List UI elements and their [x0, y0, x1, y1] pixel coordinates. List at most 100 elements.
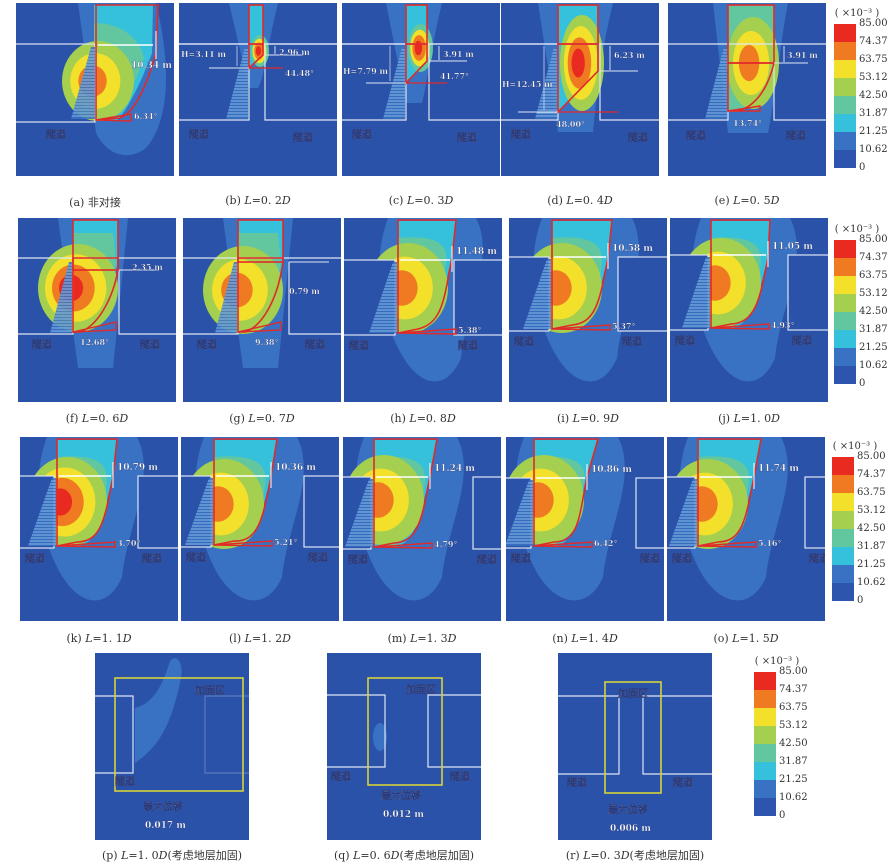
legend-tick: 42.50: [859, 90, 888, 101]
displacement-plume: [373, 723, 387, 751]
tunnel-left-label: 隧道: [672, 552, 692, 565]
legend-swatch: [754, 780, 776, 798]
panel-n: 10.86 m 6.42° 隧道 隧道: [506, 437, 664, 621]
angle-label: 44.48°: [285, 68, 314, 78]
angle-marker: [710, 323, 770, 330]
reinforcement-zone: [367, 677, 443, 786]
angle-label: 6.34°: [134, 111, 157, 121]
offset-label: 2.35 m: [132, 262, 163, 272]
right-tunnel: [773, 44, 826, 121]
reinforcement-zone-label: 加固区: [617, 687, 648, 700]
legend-tick: 74.37: [859, 36, 888, 47]
panel-k: 10.79 m 3.70° 隧道 隧道: [20, 437, 178, 621]
legend-swatch: [754, 762, 776, 780]
tunnel-right-label: 隧道: [457, 131, 477, 144]
legend-swatch: [834, 240, 856, 258]
caption-g: (g) L=0. 7D: [229, 412, 295, 425]
panel-p: 加固区 隧道 最大位移 0.017 m: [95, 653, 249, 840]
reinforcement-zone: [114, 677, 244, 792]
offset-label: 3.91 m: [787, 50, 818, 60]
legend-swatch: [832, 583, 854, 601]
caption-o: (o) L=1. 5D: [713, 632, 779, 645]
caption-r: (r) L=0. 3D(考虑地层加固): [565, 849, 705, 862]
right-tunnel: [118, 270, 176, 335]
legend-swatch: [754, 726, 776, 744]
right-tunnel: [453, 259, 502, 336]
left-tunnel: [95, 695, 134, 774]
panel-q: 加固区 隧道 隧道 最大位移 0.012 m: [327, 653, 481, 840]
tunnel-right-label: 隧道: [640, 552, 660, 565]
width-label: 11.48 m: [456, 247, 497, 257]
legend-swatch: [834, 258, 856, 276]
failure-outline: [557, 43, 599, 114]
legend-tick: 10.62: [859, 360, 888, 371]
legend-tick: 53.12: [859, 288, 888, 299]
legend-swatch: [834, 276, 856, 294]
right-tunnel: [137, 475, 178, 549]
panel-h: 11.48 m 5.38° 隧道 隧道: [344, 218, 502, 402]
tunnel-left-label: 隧道: [331, 770, 351, 783]
right-tunnel: [804, 476, 825, 549]
panel-j: 11.05 m 4.93° 隧道 隧道: [670, 218, 828, 402]
tunnel-right-label: 隧道: [622, 335, 642, 348]
tunnel-left-label: 隧道: [189, 128, 209, 141]
tunnel-right-label: 隧道: [792, 334, 812, 347]
panel-b: H=3.11 m 2.96 m 44.48° 隧道 隧道: [179, 3, 337, 176]
legend-ticks: 85.00 74.37 63.75 53.12 42.50 31.87 21.25 10.62…: [859, 235, 888, 397]
legend-unit: ( ×10⁻³ ): [754, 656, 800, 667]
legend-swatch: [832, 457, 854, 475]
legend-ticks: 85.00 74.37 63.75 53.12 42.50 31.87 21.25 10.62…: [859, 19, 888, 181]
color-legend-1: ( ×10⁻³ ) 85.00 74.37 63.75 53.12 42.50 31.87 2…: [832, 8, 888, 173]
legend-tick: 10.62: [779, 792, 808, 803]
tunnel-left-label: 隧道: [514, 335, 534, 348]
caption-m: (m) L=1. 3D: [387, 632, 457, 645]
legend-tick: 21.25: [779, 774, 808, 785]
color-legend-3: ( ×10⁻³ ) 85.00 74.37 63.75 53.12 42.50 31.87 2…: [830, 441, 886, 606]
legend-tick: 53.12: [859, 72, 888, 83]
left-tunnel: [558, 695, 620, 775]
legend-ticks: 85.00 74.37 63.75 53.12 42.50 31.87 21.25 10.62…: [779, 667, 808, 829]
legend-tick: 74.37: [859, 252, 888, 263]
panel-a: 10.34 m 6.34° 隧道: [16, 3, 174, 176]
legend-swatch: [754, 708, 776, 726]
reinforcement-zone: [604, 681, 662, 794]
angle-label: 5.16°: [758, 538, 781, 548]
tunnel-left-label: 隧道: [349, 339, 369, 352]
caption-q: (q) L=0. 6D(考虑地层加固): [333, 849, 475, 862]
width-label: 10.36 m: [275, 463, 316, 473]
right-tunnel: [472, 476, 501, 550]
legend-tick: 63.75: [859, 270, 888, 281]
legend-tick: 31.87: [859, 108, 888, 119]
right-tunnel: [635, 477, 664, 549]
legend-swatch: [832, 547, 854, 565]
tunnel-right-label: 隧道: [293, 131, 313, 144]
legend-swatch: [834, 330, 856, 348]
panel-background: [558, 653, 712, 840]
legend-swatch: [832, 475, 854, 493]
angle-label: 4.79°: [434, 539, 457, 549]
right-tunnel: [427, 694, 481, 768]
tunnel-left-label: 隧道: [675, 334, 695, 347]
max-displacement-label: 最大位移: [608, 803, 648, 816]
offset-label: 2.96 m: [279, 47, 310, 57]
legend-tick: 63.75: [779, 702, 808, 713]
height-label: H=7.79 m: [343, 66, 389, 76]
caption-p: (p) L=1. 0D(考虑地层加固): [101, 849, 243, 862]
caption-h: (h) L=0. 8D: [390, 412, 456, 425]
legend-tick: 85.00: [779, 666, 808, 677]
caption-l: (l) L=1. 2D: [229, 632, 291, 645]
caption-e: (e) L=0. 5D: [714, 194, 780, 207]
tunnel-right-label: 隧道: [477, 553, 497, 566]
panel-r: 加固区 隧道 隧道 最大位移 0.006 m: [558, 653, 712, 840]
caption-k: (k) L=1. 1D: [66, 632, 132, 645]
tunnel-right-label: 隧道: [305, 338, 325, 351]
angle-label: 4.93°: [771, 320, 794, 330]
legend-swatch: [754, 672, 776, 690]
legend-swatch: [834, 114, 856, 132]
tunnel-right-label: 隧道: [142, 552, 162, 565]
max-displacement-value: 0.017 m: [145, 821, 186, 831]
angle-label: 5.38°: [458, 325, 481, 335]
legend-swatch: [834, 60, 856, 78]
legend-tick: 53.12: [857, 505, 886, 516]
max-zone-contour: [571, 48, 585, 78]
